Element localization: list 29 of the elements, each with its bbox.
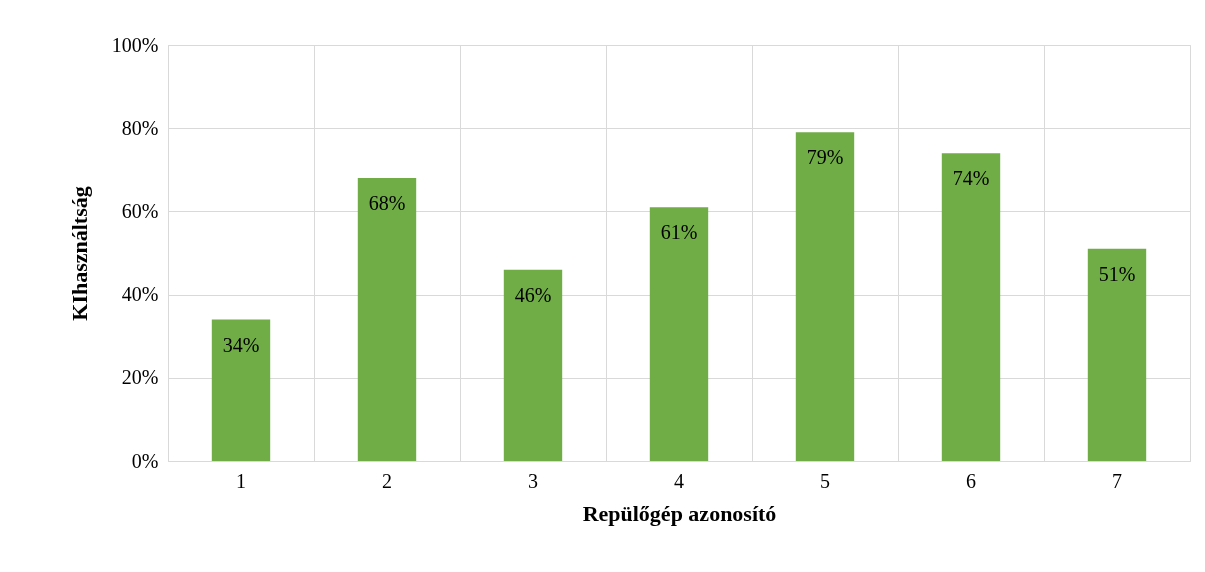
bar — [211, 319, 271, 461]
y-tick-label: 40% — [121, 283, 159, 306]
bar — [1087, 248, 1147, 461]
bar — [941, 153, 1001, 461]
y-tick-label: 60% — [121, 199, 159, 222]
x-tick-label: 3 — [528, 469, 538, 492]
y-tick-label: 100% — [111, 33, 159, 56]
x-tick-label: 1 — [236, 469, 246, 492]
y-tick-label: 20% — [121, 366, 159, 389]
bar — [795, 132, 855, 461]
x-tick-label: 6 — [966, 469, 976, 492]
data-label: 51% — [1098, 262, 1136, 285]
x-tick-label: 5 — [820, 469, 830, 492]
data-label: 68% — [368, 192, 406, 215]
y-axis-title: KIhasználtság — [66, 186, 92, 321]
x-tick-label: 4 — [674, 469, 684, 492]
data-label: 34% — [222, 333, 260, 356]
y-tick-label: 0% — [131, 449, 159, 472]
bar — [357, 178, 417, 461]
data-label: 74% — [952, 167, 990, 190]
x-axis-title: Repülőgép azonosító — [582, 500, 777, 526]
data-label: 79% — [806, 146, 844, 169]
y-tick-label: 80% — [121, 116, 159, 139]
data-label: 61% — [660, 221, 698, 244]
bar — [503, 269, 563, 461]
data-label: 46% — [514, 283, 552, 306]
x-tick-label: 2 — [382, 469, 392, 492]
bar — [649, 207, 709, 461]
x-tick-label: 7 — [1112, 469, 1122, 492]
